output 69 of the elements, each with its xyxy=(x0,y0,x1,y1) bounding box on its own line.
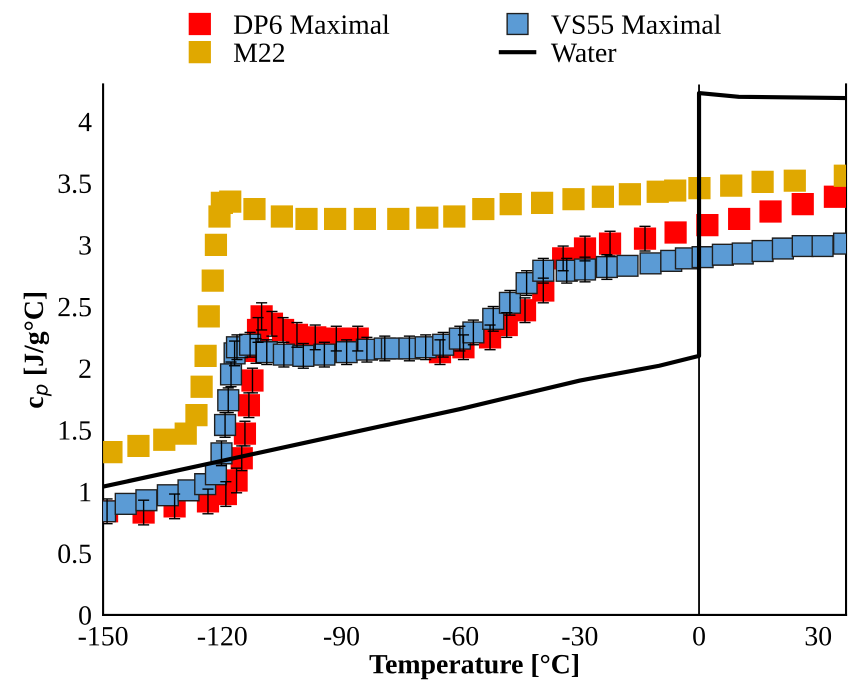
point xyxy=(185,404,208,426)
point xyxy=(618,183,642,206)
point xyxy=(241,369,264,392)
x-tick-label: -30 xyxy=(562,626,598,646)
legend-label: M22 xyxy=(234,43,284,62)
point xyxy=(616,254,639,277)
legend-label: VS55 Maximal xyxy=(551,14,721,34)
point xyxy=(720,174,742,197)
point xyxy=(530,192,554,214)
y-tick-label: 1.5 xyxy=(60,421,91,440)
point xyxy=(784,170,806,192)
point xyxy=(204,234,228,256)
point xyxy=(598,232,622,255)
y-tick-label: 2 xyxy=(79,359,90,378)
point xyxy=(190,376,213,398)
point xyxy=(127,434,150,458)
y-tick-label: 3 xyxy=(79,236,91,255)
point xyxy=(751,240,774,262)
point xyxy=(416,206,438,229)
y-tick-label: 3.5 xyxy=(58,174,91,194)
y-tick-label: 0 xyxy=(79,606,91,625)
point xyxy=(270,205,293,228)
x-tick-label: -60 xyxy=(443,626,478,646)
y-axis-title: c$_{p}$ [J/g°C] xyxy=(24,292,52,408)
point xyxy=(751,170,774,194)
point xyxy=(174,422,197,445)
point xyxy=(295,208,318,230)
point xyxy=(639,252,662,274)
point xyxy=(443,205,466,228)
x-axis-title: Temperature [°C] xyxy=(370,654,578,680)
y-tick-label: 4 xyxy=(78,112,92,132)
point xyxy=(135,489,158,512)
legend-label: DP6 Maximal xyxy=(234,14,390,34)
point xyxy=(156,484,179,506)
point xyxy=(759,200,782,223)
point xyxy=(354,208,376,230)
point xyxy=(824,186,846,208)
point xyxy=(634,228,656,250)
x-tick-label: 0 xyxy=(693,626,705,646)
point xyxy=(574,258,596,281)
point xyxy=(202,270,224,292)
point xyxy=(811,234,834,258)
point xyxy=(792,193,814,216)
x-tick-label: -120 xyxy=(198,626,247,646)
x-tick-label: 30 xyxy=(806,626,832,646)
point xyxy=(500,193,522,216)
point xyxy=(219,190,242,213)
point xyxy=(243,198,266,220)
point xyxy=(387,208,410,230)
point xyxy=(194,344,217,367)
point xyxy=(664,221,687,244)
point xyxy=(732,242,754,265)
point xyxy=(728,208,750,230)
point xyxy=(153,428,176,451)
point xyxy=(664,179,686,202)
y-tick-label: 2.5 xyxy=(58,298,91,317)
point xyxy=(562,188,585,210)
point xyxy=(324,208,346,230)
point xyxy=(114,492,137,516)
point xyxy=(198,305,220,328)
y-tick-label: 1 xyxy=(80,482,90,502)
point xyxy=(592,186,614,208)
legend-label: Water xyxy=(550,44,616,62)
x-tick-label: -90 xyxy=(324,626,359,646)
point xyxy=(574,237,596,260)
y-tick-label: 0.5 xyxy=(58,544,91,564)
x-tick-label: -150 xyxy=(78,626,128,646)
point xyxy=(472,198,494,220)
point xyxy=(712,244,734,266)
